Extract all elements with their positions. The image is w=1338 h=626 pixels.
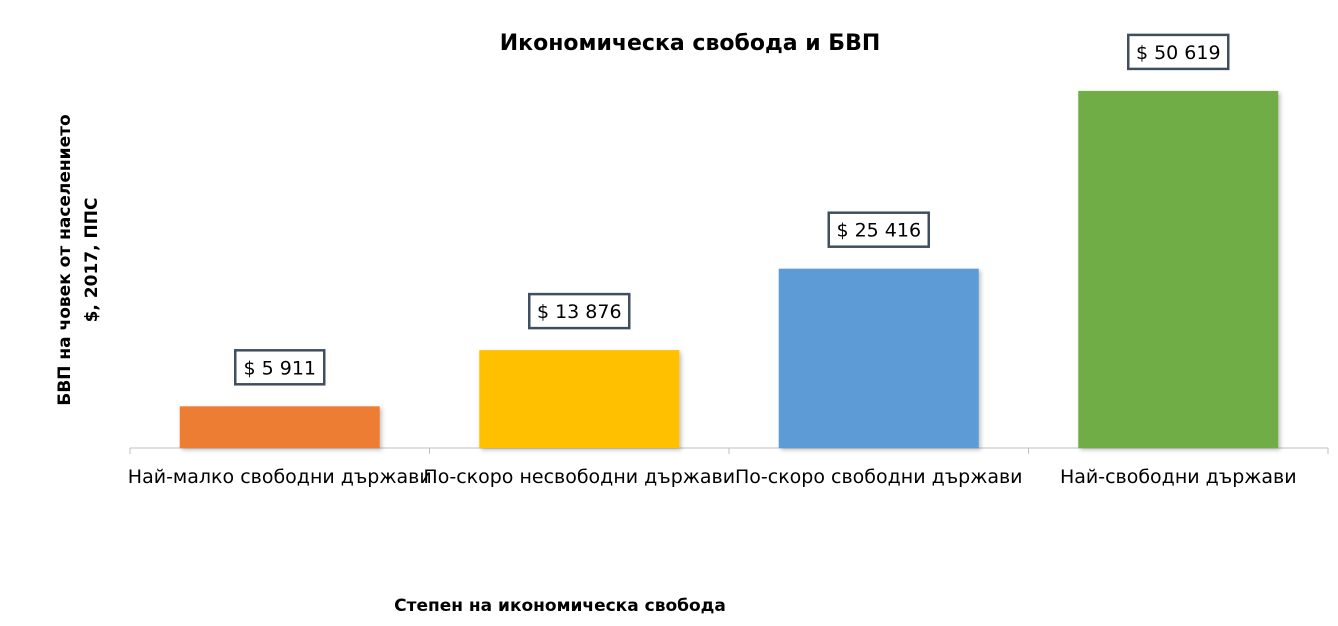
y-axis-title: БВП на човек от населението $, 2017, ППС <box>55 114 102 405</box>
data-label-box <box>528 292 631 330</box>
x-tick-label: Най-малко свободни държави <box>128 466 432 488</box>
bar <box>1078 90 1279 449</box>
data-label-box <box>827 211 930 248</box>
bar <box>479 350 680 448</box>
data-label: $ 25 416 <box>836 220 921 242</box>
x-tick-label: Най-свободни държави <box>1060 466 1297 488</box>
bar <box>179 406 380 448</box>
plot-area: $ 5 911 Най-малко свободни държави $ 13 87… <box>128 33 1329 488</box>
data-label-box <box>1127 33 1230 71</box>
data-label: $ 13 876 <box>537 301 622 323</box>
bar <box>778 268 979 448</box>
y-axis-title-line-2: $, 2017, ППС <box>82 198 102 323</box>
x-tick-label: По-скоро свободни държави <box>735 466 1023 488</box>
chart-title: Икономическа свобода и БВП <box>500 31 881 56</box>
x-axis-title: Степен на икономическа свобода <box>394 596 726 616</box>
data-label: $ 50 619 <box>1136 42 1221 64</box>
data-label-box <box>234 349 326 386</box>
y-axis-title-line-1: БВП на човек от населението <box>55 114 75 405</box>
x-tick-label: По-скоро несвободни държави <box>423 466 735 488</box>
data-label: $ 5 911 <box>243 357 316 379</box>
